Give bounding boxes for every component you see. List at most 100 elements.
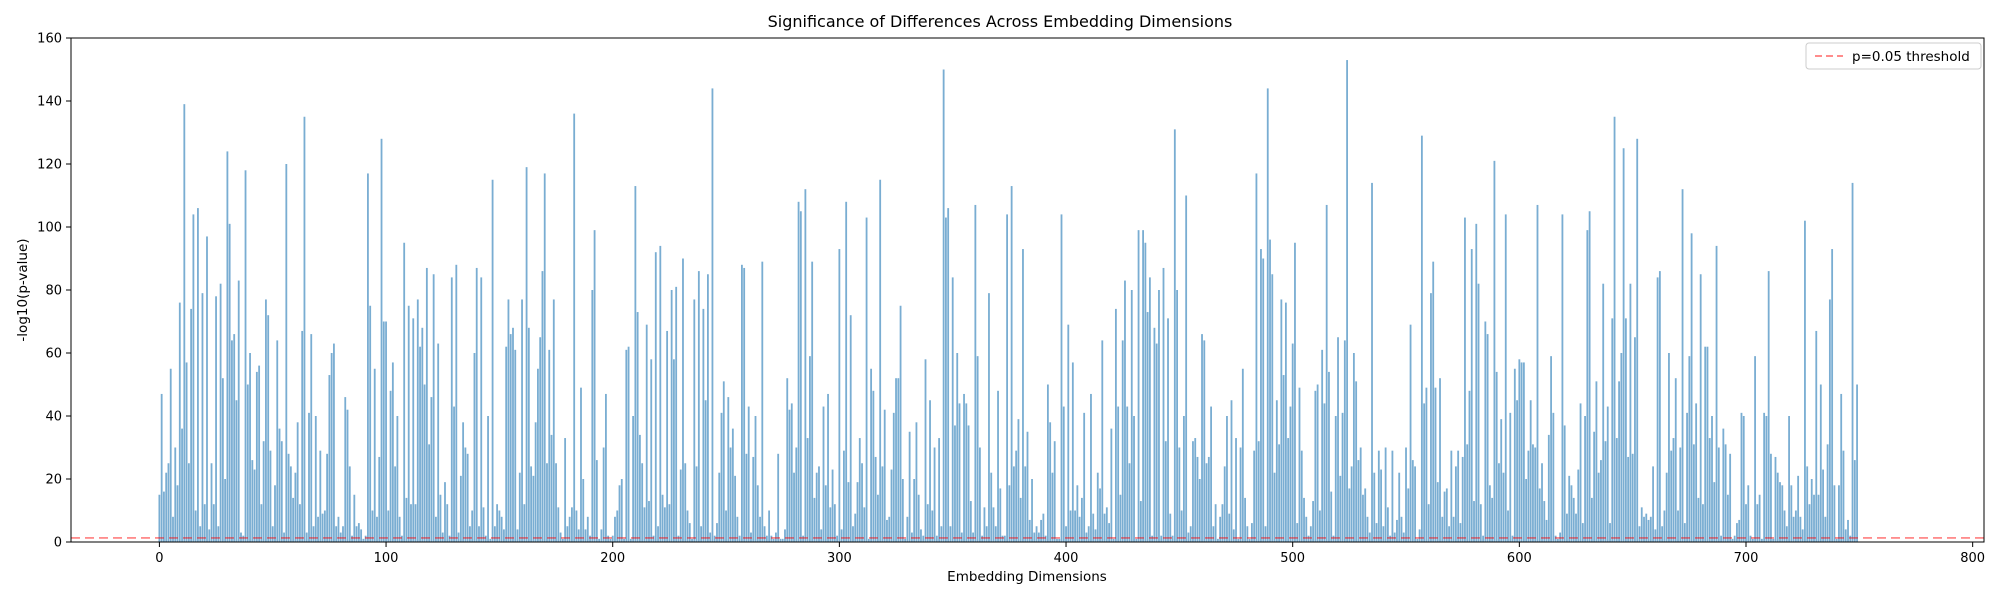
- bar-dim-16: [194, 510, 197, 542]
- bar-dim-515: [1325, 204, 1328, 542]
- bar-dim-138: [471, 510, 474, 542]
- bar-dim-521: [1339, 475, 1342, 542]
- bar-dim-200: [611, 535, 614, 542]
- bar-dim-740: [1835, 538, 1838, 542]
- bar-dim-29: [224, 479, 227, 542]
- bar-dim-118: [425, 267, 428, 542]
- bar-dim-709: [1765, 416, 1768, 542]
- bar-dim-226: [670, 290, 673, 542]
- bar-dim-638: [1604, 441, 1607, 542]
- bar-dim-410: [1087, 526, 1090, 542]
- bar-dim-328: [901, 479, 904, 542]
- bar-dim-414: [1096, 472, 1099, 542]
- bar-dim-236: [693, 299, 696, 542]
- bar-dim-737: [1828, 299, 1831, 542]
- bar-dim-189: [586, 516, 589, 542]
- bar-dim-648: [1627, 456, 1630, 542]
- bar-dim-447: [1171, 535, 1174, 542]
- bar-dim-400: [1065, 526, 1067, 542]
- bar-dim-730: [1813, 494, 1815, 542]
- bar-dim-485: [1257, 441, 1260, 542]
- bar-dim-738: [1831, 249, 1834, 543]
- bar-dim-560: [1427, 504, 1430, 542]
- bar-dim-5: [169, 368, 172, 542]
- y-tick-label: 40: [45, 410, 62, 425]
- y-tick-label: 20: [45, 473, 62, 488]
- bar-dim-13: [187, 463, 190, 542]
- bar-dim-702: [1749, 535, 1752, 542]
- bar-dim-588: [1491, 497, 1494, 542]
- y-tick-label: 0: [54, 536, 62, 551]
- bar-dim-248: [720, 412, 723, 542]
- bar-dim-513: [1321, 349, 1324, 542]
- bar-dim-436: [1146, 312, 1149, 542]
- bar-dim-174: [552, 299, 555, 542]
- bar-dim-476: [1237, 538, 1240, 542]
- bar-dim-147: [491, 179, 494, 542]
- bar-dim-361: [976, 356, 979, 542]
- bar-dim-667: [1670, 450, 1673, 542]
- bar-dim-14: [190, 308, 193, 542]
- bar-dim-4: [167, 463, 170, 542]
- bar-dim-442: [1160, 535, 1163, 542]
- bar-dim-451: [1180, 510, 1183, 542]
- bar-dim-620: [1563, 425, 1566, 542]
- bar-dim-161: [523, 504, 526, 542]
- bar-dim-535: [1371, 182, 1373, 542]
- bar-dim-86: [353, 494, 356, 542]
- bar-dim-247: [718, 472, 721, 542]
- bar-dim-672: [1681, 189, 1684, 542]
- bar-dim-284: [802, 535, 805, 542]
- chart-title: Significance of Differences Across Embed…: [768, 12, 1233, 31]
- bar-dim-11: [183, 104, 186, 543]
- bar-dim-107: [401, 535, 403, 542]
- bar-dim-368: [992, 507, 995, 542]
- bar-dim-275: [781, 538, 784, 542]
- bar-dim-33: [233, 334, 236, 542]
- bar-dim-344: [938, 438, 941, 542]
- bar-dim-204: [620, 479, 623, 542]
- bar-dim-18: [199, 526, 202, 542]
- bar-dim-127: [446, 504, 449, 542]
- bar-dim-707: [1760, 538, 1763, 542]
- bar-dim-481: [1248, 538, 1251, 542]
- bar-dim-313: [867, 538, 870, 542]
- bar-dim-398: [1060, 214, 1063, 542]
- bar-dim-406: [1078, 516, 1081, 542]
- bar-dim-684: [1708, 438, 1711, 542]
- bar-dim-277: [786, 378, 789, 542]
- bar-dim-165: [532, 475, 535, 542]
- bar-dim-76: [330, 353, 333, 542]
- bar-dim-52: [276, 340, 279, 542]
- bar-dim-699: [1742, 416, 1745, 542]
- bar-dim-472: [1228, 513, 1231, 542]
- bar-dim-299: [836, 535, 839, 542]
- bar-dim-188: [584, 529, 587, 542]
- bar-dim-285: [804, 189, 807, 542]
- bar-dim-111: [410, 504, 412, 542]
- bar-dim-445: [1167, 318, 1169, 542]
- bar-dim-305: [849, 315, 852, 542]
- bar-dim-710: [1767, 271, 1770, 542]
- bar-dim-542: [1386, 507, 1389, 542]
- bar-dim-722: [1794, 510, 1797, 542]
- bar-dim-446: [1169, 513, 1172, 542]
- bar-dim-175: [555, 463, 557, 542]
- bar-dim-148: [493, 526, 496, 542]
- bar-dim-716: [1781, 485, 1784, 542]
- bar-dim-471: [1226, 416, 1228, 542]
- bar-dim-509: [1312, 501, 1314, 542]
- bar-dim-701: [1747, 485, 1750, 542]
- bar-dim-580: [1473, 501, 1475, 542]
- bar-dim-318: [879, 179, 882, 542]
- bar-dim-197: [605, 393, 607, 542]
- bar-dim-484: [1255, 173, 1258, 542]
- bar-dim-255: [736, 516, 739, 542]
- bar-dim-575: [1461, 456, 1464, 542]
- bar-dim-95: [373, 368, 376, 542]
- bar-dim-500: [1291, 343, 1294, 542]
- bar-dim-199: [609, 538, 612, 542]
- bar-dim-576: [1464, 217, 1466, 543]
- bar-dim-705: [1756, 504, 1759, 542]
- bar-dim-622: [1568, 475, 1571, 542]
